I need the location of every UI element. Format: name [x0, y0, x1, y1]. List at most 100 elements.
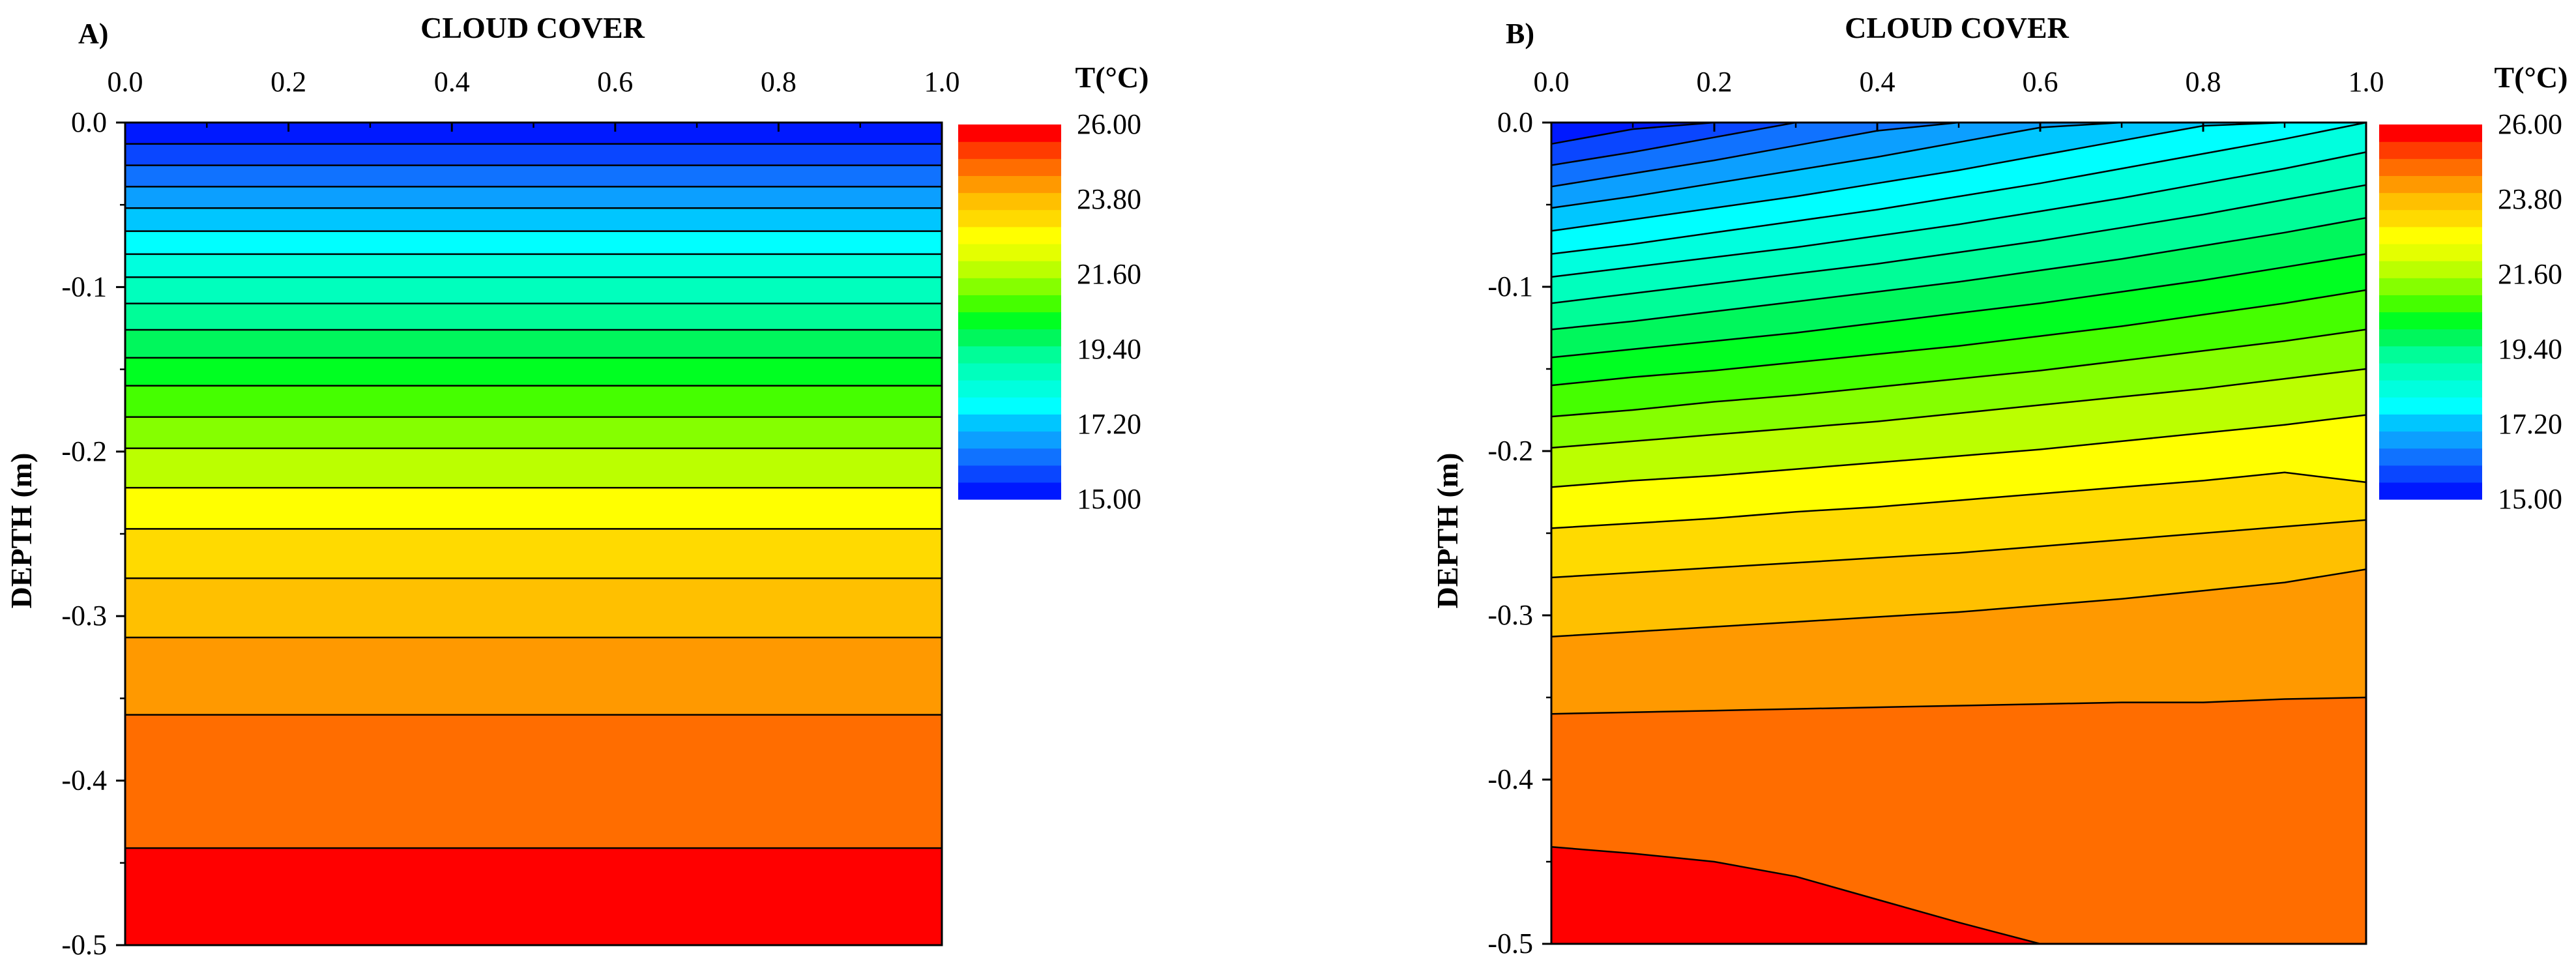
colorbar-swatch	[2379, 380, 2482, 398]
x-tick-label: 0.8	[2186, 66, 2221, 98]
colorbar-swatch	[2379, 175, 2482, 194]
colorbar-swatch	[958, 243, 1061, 261]
colorbar-swatch	[2379, 362, 2482, 381]
x-tick-label: 0.6	[2023, 66, 2058, 98]
colorbar-swatch	[2379, 465, 2482, 483]
colorbar-tick-label: 23.80	[2498, 183, 2562, 215]
colorbar-tick-label: 17.20	[2498, 408, 2562, 440]
contour-line	[1551, 414, 2367, 488]
y-tick-label: -0.2	[1487, 435, 1533, 467]
colorbar-swatch	[2379, 278, 2482, 295]
colorbar-swatch	[2379, 226, 2482, 244]
x-tick-label: 0.0	[1534, 66, 1570, 98]
x-tick-label: 1.0	[924, 66, 960, 98]
contour-line	[1551, 471, 2367, 529]
x-tick-label: 0.4	[434, 66, 470, 98]
colorbar-a-title: T(°C)	[1076, 61, 1149, 94]
colorbar-swatch	[958, 312, 1061, 330]
y-tick-label: -0.2	[61, 435, 107, 467]
colorbar-swatch	[2379, 345, 2482, 364]
contour-line	[1551, 329, 2367, 418]
colorbar-swatch	[2379, 312, 2482, 330]
colorbar-tick-label: 23.80	[1077, 183, 1141, 215]
panel-b-label: B)	[1506, 18, 1534, 50]
contour-line	[1551, 216, 2367, 330]
y-tick-label: -0.4	[61, 765, 107, 797]
colorbar-swatch	[958, 362, 1061, 381]
y-tick-label: 0.0	[71, 106, 107, 138]
colorbar-swatch	[2379, 158, 2482, 177]
panel-b-plot-area: 0.0 0.2 0.4 0.6 0.8 1.0 0.0 -0.1 -0.2 -0.3 -0.4 -0.…	[1487, 66, 2384, 959]
colorbar-tick-label: 19.40	[1077, 333, 1141, 365]
colorbar-tick-label: 21.60	[2498, 258, 2562, 290]
contour-line	[1551, 289, 2367, 387]
colorbar-swatch	[958, 431, 1061, 449]
colorbar-swatch	[2379, 192, 2482, 211]
y-tick-label: -0.1	[61, 271, 107, 302]
x-tick-label: 0.0	[108, 66, 143, 98]
panel-a-plot-area: 0.0 0.2 0.4 0.6 0.8 1.0 0.0 -0.1 -0.2 -0.3 -0.4 -0.…	[61, 66, 959, 961]
colorbar-tick-label: 17.20	[1077, 408, 1141, 440]
colorbar-tick-label: 26.00	[2498, 108, 2562, 140]
panel-b-title: CLOUD COVER	[1845, 11, 2070, 44]
x-tick-label: 0.2	[1697, 66, 1733, 98]
x-tick-label: 0.6	[597, 66, 633, 98]
colorbar-swatch	[2379, 414, 2482, 432]
y-tick-label: -0.3	[1487, 599, 1533, 631]
colorbar-swatch	[2379, 448, 2482, 466]
panel-a: A) CLOUD COVER DEPTH (m) 0.0 0.2 0.4 0.6 0.8…	[5, 11, 960, 961]
colorbar-swatch	[2379, 329, 2482, 347]
colorbar-tick-label: 15.00	[2498, 483, 2562, 515]
colorbar-swatch	[958, 295, 1061, 313]
colorbar-swatch	[958, 329, 1061, 347]
colorbar-swatch	[2379, 141, 2482, 159]
contour-line	[1551, 519, 2367, 579]
y-tick-label: -0.4	[1487, 763, 1533, 795]
panel-a-title: CLOUD COVER	[420, 11, 645, 44]
colorbar-swatch	[958, 141, 1061, 159]
colorbar-swatch	[2379, 397, 2482, 415]
colorbar-swatch	[958, 124, 1061, 142]
y-tick-label: -0.5	[61, 929, 107, 961]
x-tick-label: 0.8	[761, 66, 797, 98]
x-tick-label: 1.0	[2349, 66, 2384, 98]
colorbar-swatch	[958, 448, 1061, 466]
y-tick-label: -0.3	[61, 600, 107, 632]
colorbar-swatch	[958, 192, 1061, 211]
contour-line	[1551, 368, 2367, 449]
colorbar-swatch	[958, 465, 1061, 483]
colorbar-swatch	[958, 226, 1061, 244]
contour-band	[1551, 123, 2366, 187]
colorbar-tick-label: 21.60	[1077, 258, 1141, 290]
colorbar-b-title: T(°C)	[2495, 61, 2568, 94]
colorbar-tick-label: 26.00	[1077, 108, 1141, 140]
colorbar-swatch	[958, 414, 1061, 432]
contour-line	[1551, 121, 2367, 255]
panel-b: B) CLOUD COVER DEPTH (m) 0.0 0.2 0.4 0.6 0.8…	[1431, 11, 2384, 959]
contour-line	[1551, 568, 2367, 638]
colorbar-b: T(°C) 26.00 23.80 21.60 19.40 17.20 15.00	[2379, 61, 2568, 515]
contour-line	[1551, 253, 2367, 359]
y-tick-label: -0.5	[1487, 928, 1533, 959]
x-tick-label: 0.2	[271, 66, 306, 98]
colorbar-swatch	[2379, 295, 2482, 313]
y-tick-label: -0.1	[1487, 271, 1533, 302]
colorbar-swatch	[958, 482, 1061, 500]
colorbar-swatch	[2379, 124, 2482, 142]
colorbar-a: T(°C) 26.00 23.80 21.60 19.40 17.20 15.00	[958, 61, 1149, 515]
colorbar-tick-label: 15.00	[1077, 483, 1141, 515]
colorbar-swatch	[958, 158, 1061, 177]
contour-band	[125, 123, 942, 144]
colorbar-swatch	[2379, 261, 2482, 278]
colorbar-swatch	[958, 261, 1061, 278]
contour-line	[1551, 121, 2366, 232]
colorbar-swatch	[2379, 482, 2482, 500]
panel-a-ylabel: DEPTH (m)	[5, 453, 38, 609]
contour-line	[1551, 151, 2367, 278]
colorbar-swatch	[958, 345, 1061, 364]
colorbar-swatch	[958, 397, 1061, 415]
colorbar-tick-label: 19.40	[2498, 333, 2562, 365]
x-tick-label: 0.4	[1860, 66, 1895, 98]
colorbar-swatch	[2379, 431, 2482, 449]
